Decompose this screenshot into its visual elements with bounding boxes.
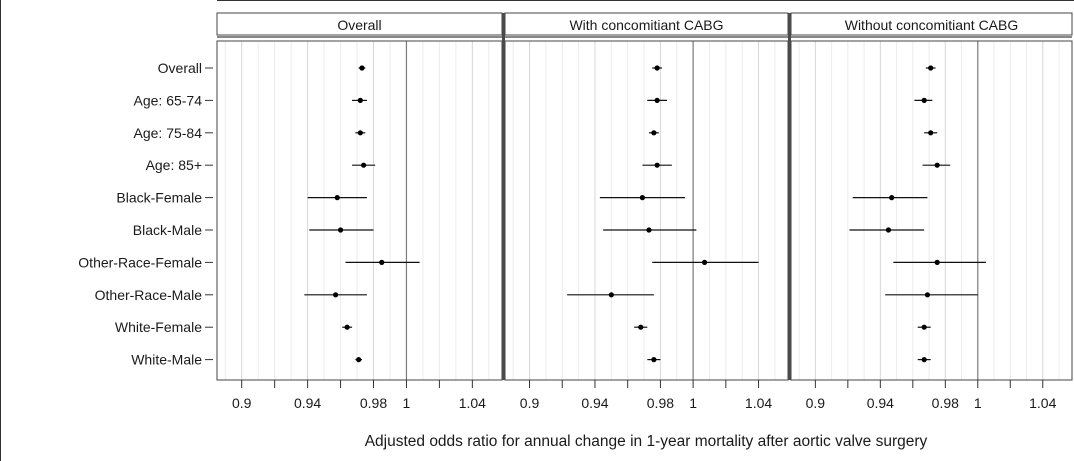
point-estimate — [379, 259, 385, 265]
point-estimate — [646, 227, 652, 233]
point-estimate — [357, 130, 363, 136]
x-tick-label: 1.04 — [745, 395, 772, 411]
x-tick-label: 1 — [974, 395, 982, 411]
point-estimate — [333, 292, 339, 298]
point-estimate — [889, 195, 895, 201]
y-tick-label: Overall — [158, 60, 202, 76]
x-tick-label: 0.94 — [581, 395, 608, 411]
point-estimate — [885, 227, 892, 233]
point-estimate — [608, 292, 614, 298]
point-estimate — [928, 65, 934, 71]
point-estimate — [337, 227, 344, 233]
panel-frame — [216, 40, 503, 381]
x-tick-label: 0.9 — [232, 395, 252, 411]
panel-frame — [790, 40, 1073, 381]
point-estimate — [934, 259, 940, 265]
point-estimate — [639, 195, 646, 201]
point-estimate — [654, 65, 660, 71]
y-tick-label: Black-Male — [133, 222, 202, 238]
point-estimate — [934, 162, 940, 168]
x-tick-label: 0.94 — [294, 395, 321, 411]
x-tick-label: 1 — [689, 395, 697, 411]
point-estimate — [921, 97, 927, 103]
point-estimate — [701, 259, 708, 265]
x-tick-label: 0.98 — [932, 395, 959, 411]
point-estimate — [928, 130, 934, 136]
panel-separator — [502, 13, 505, 380]
y-tick-label: Other-Race-Female — [78, 254, 202, 270]
x-tick-label: 1.04 — [1029, 395, 1056, 411]
y-tick-label: Age: 65-74 — [134, 92, 203, 108]
point-estimate — [921, 357, 927, 363]
x-tick-label: 0.98 — [360, 395, 387, 411]
y-tick-label: Age: 75-84 — [134, 125, 203, 141]
point-estimate — [357, 97, 363, 103]
y-tick-label: Black-Female — [116, 190, 202, 206]
point-estimate — [654, 162, 660, 168]
point-estimate — [924, 292, 931, 298]
y-tick-label: Age: 85+ — [146, 157, 202, 173]
point-estimate — [651, 357, 657, 363]
x-tick-label: 0.98 — [647, 395, 674, 411]
y-tick-label: White-Male — [131, 352, 202, 368]
point-estimate — [356, 357, 362, 363]
y-tick-label: White-Female — [115, 319, 202, 335]
panel-title: Overall — [337, 17, 381, 33]
point-estimate — [344, 324, 350, 330]
x-tick-label: 0.94 — [867, 395, 894, 411]
panel-title: With concomitiant CABG — [569, 17, 723, 33]
x-tick-label: 0.9 — [806, 395, 826, 411]
y-tick-label: Other-Race-Male — [95, 287, 203, 303]
x-axis-label: Adjusted odds ratio for annual change in… — [365, 433, 928, 450]
point-estimate — [361, 162, 367, 168]
point-estimate — [638, 324, 644, 330]
point-estimate — [334, 195, 340, 201]
panel-frame — [504, 40, 789, 381]
point-estimate — [651, 130, 657, 136]
panel-title: Without concomitiant CABG — [845, 17, 1019, 33]
point-estimate — [654, 97, 660, 103]
x-tick-label: 1.04 — [459, 395, 486, 411]
panel-separator — [788, 13, 791, 380]
point-estimate — [921, 324, 927, 330]
point-estimate — [359, 65, 365, 71]
x-tick-label: 0.9 — [520, 395, 540, 411]
x-tick-label: 1 — [403, 395, 411, 411]
